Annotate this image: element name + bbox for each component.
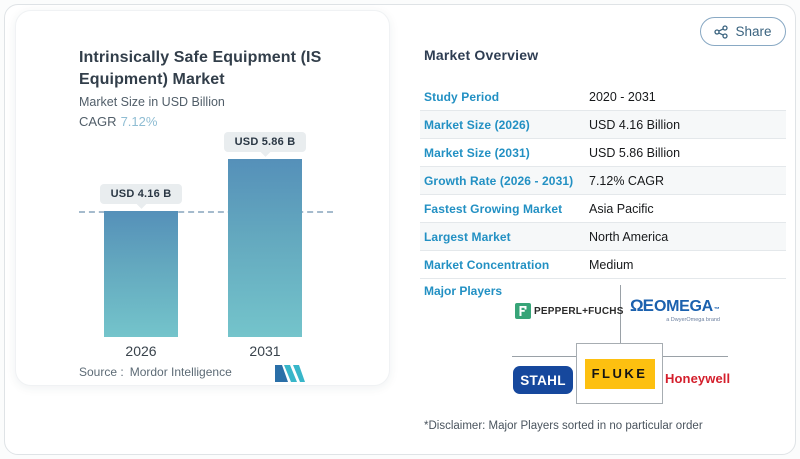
pepperl-fuchs-logo: PEPPERL+FUCHS [515,303,624,319]
reference-dashed-line [79,211,333,213]
market-overview-title: Market Overview [424,47,539,63]
x-tick-2031: 2031 [249,343,281,359]
row-value: USD 4.16 Billion [589,117,681,132]
disclaimer-text: *Disclaimer: Major Players sorted in no … [424,420,703,432]
share-button-label: Share [735,24,772,39]
bar-2031 [228,159,302,337]
bar-2026 [104,211,178,337]
cagr-value: 7.12% [120,114,158,129]
market-size-card: Intrinsically Safe Equipment (IS Equipme… [15,10,390,386]
row-label: Market Size (2031) [424,145,530,160]
row-value: North America [589,229,669,244]
omega-tagline: a DwyerOmega brand [666,317,720,323]
market-overview-table: Study Period 2020 - 2031 Market Size (20… [420,83,786,279]
card-subtitle: Market Size in USD Billion [79,95,225,109]
row-label: Growth Rate (2026 - 2031) [424,173,574,188]
row-value: 7.12% CAGR [589,173,665,188]
row-value: 2020 - 2031 [589,89,656,104]
row-label: Study Period [424,89,500,104]
card-title: Intrinsically Safe Equipment (IS Equipme… [79,49,322,88]
row-label: Largest Market [424,229,511,244]
stahl-logo: STAHL [513,366,573,394]
pepperl-fuchs-wordmark: PEPPERL+FUCHS [534,305,624,317]
share-icon [714,24,729,39]
mordor-intelligence-logo-icon [275,365,305,382]
table-row-growth-rate: Growth Rate (2026 - 2031) 7.12% CAGR [420,167,786,195]
row-label: Fastest Growing Market [424,201,563,216]
source-attribution: Source : Mordor Intelligence [79,365,232,379]
pepperl-fuchs-icon [515,303,531,319]
cagr-label: CAGR [79,114,117,129]
fluke-logo-cell: FLUKE [576,343,663,404]
omega-trademark: ™ [713,307,720,313]
row-label: Market Size (2026) [424,117,530,132]
table-row-market-size-2026: Market Size (2026) USD 4.16 Billion [420,111,786,139]
bar-column-2026: USD 4.16 B [99,184,183,337]
table-row-market-concentration: Market Concentration Medium [420,251,786,279]
row-value: Asia Pacific [589,201,654,216]
omega-logo: ΩE OMEGA ™ a DwyerOmega brand [630,296,722,323]
bar-column-2031: USD 5.86 B [223,132,307,337]
omega-symbol: ΩE [630,296,654,315]
share-button[interactable]: Share [700,17,786,46]
row-label: Market Concentration [424,257,550,272]
x-tick-2026: 2026 [125,343,157,359]
row-value: USD 5.86 Billion [589,145,681,160]
logo-grid-horizontal-divider-left [512,356,576,357]
table-row-fastest-growing-market: Fastest Growing Market Asia Pacific [420,195,786,223]
bar-chart: USD 4.16 B USD 5.86 B 2026 2031 [16,11,391,387]
table-row-largest-market: Largest Market North America [420,223,786,251]
honeywell-logo: Honeywell [665,371,731,386]
table-row-market-size-2031: Market Size (2031) USD 5.86 Billion [420,139,786,167]
logo-grid-horizontal-divider-right [663,356,728,357]
row-value: Medium [589,257,634,272]
value-label-2031: USD 5.86 B [223,132,307,152]
logo-grid-vertical-divider [620,285,621,343]
source-label: Source : [79,365,124,379]
table-row-study-period: Study Period 2020 - 2031 [420,83,786,111]
source-value: Mordor Intelligence [129,365,232,379]
value-label-2026: USD 4.16 B [99,184,183,204]
fluke-logo: FLUKE [584,358,655,389]
omega-wordmark: OMEGA [653,298,713,315]
cagr-line: CAGR 7.12% [79,114,157,129]
major-players-label: Major Players [424,284,503,298]
